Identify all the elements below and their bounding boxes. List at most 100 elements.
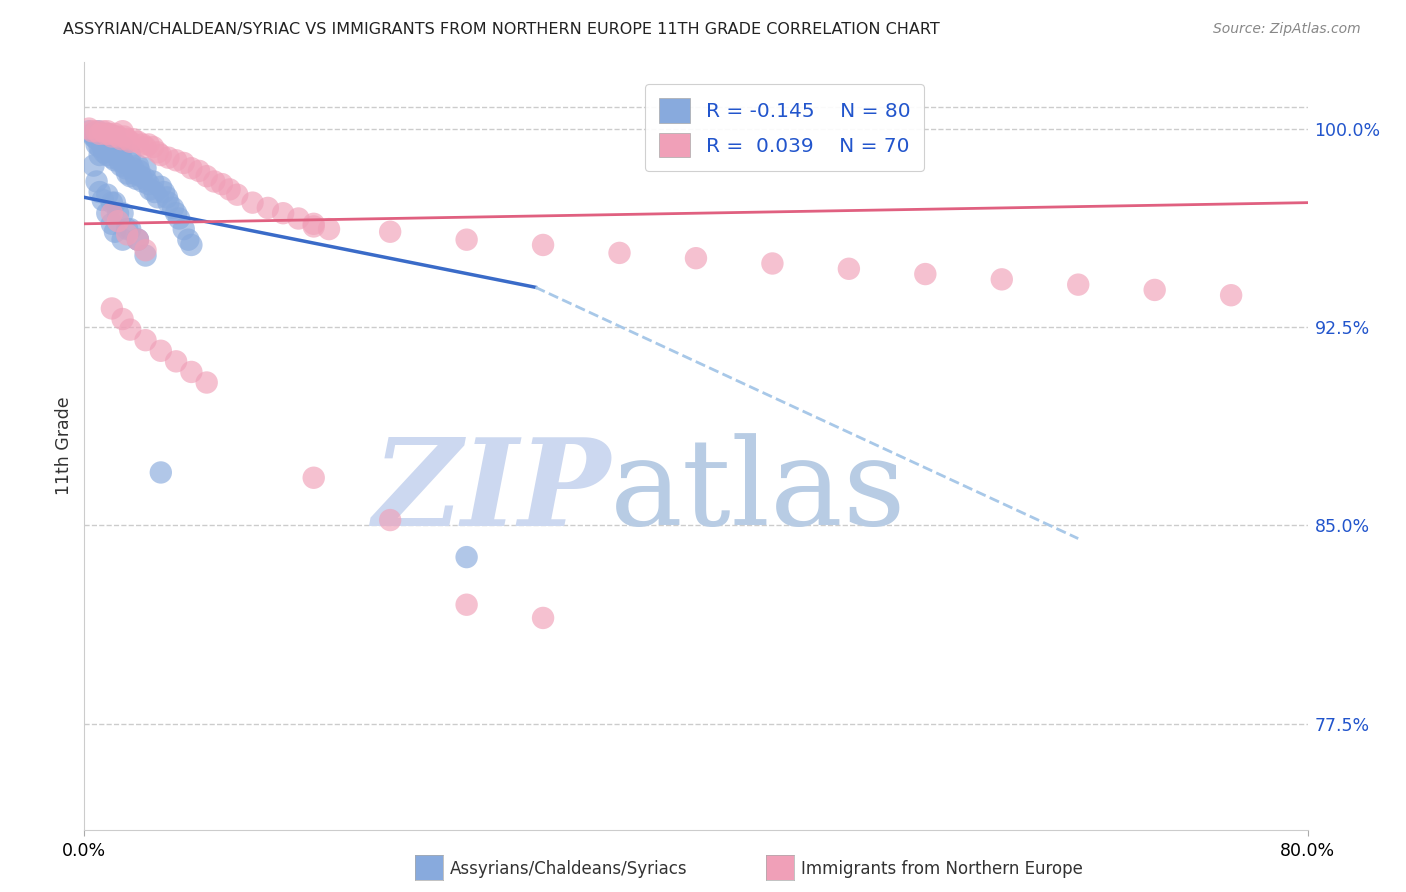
Text: atlas: atlas — [610, 434, 907, 550]
Point — [165, 153, 187, 168]
Point — [89, 127, 111, 141]
Point — [107, 206, 129, 220]
Point — [165, 354, 187, 368]
Point — [165, 206, 187, 220]
Point — [1143, 283, 1166, 297]
Point — [120, 156, 142, 170]
Point — [162, 201, 184, 215]
Point — [120, 222, 142, 236]
Point — [180, 238, 202, 252]
Point — [77, 121, 100, 136]
Point — [93, 145, 115, 160]
Point — [86, 132, 108, 146]
Point — [89, 140, 111, 154]
Point — [456, 233, 478, 247]
Point — [153, 185, 176, 199]
Point — [218, 182, 240, 196]
Point — [111, 206, 134, 220]
Point — [97, 127, 120, 141]
Text: Source: ZipAtlas.com: Source: ZipAtlas.com — [1213, 22, 1361, 37]
Point — [609, 246, 631, 260]
Point — [287, 211, 309, 226]
Point — [104, 195, 127, 210]
Point — [120, 169, 142, 184]
Point — [142, 174, 165, 188]
Point — [157, 195, 180, 210]
Point — [107, 214, 129, 228]
Point — [120, 148, 142, 162]
Point — [146, 145, 169, 160]
Point — [96, 187, 118, 202]
Y-axis label: 11th Grade: 11th Grade — [55, 397, 73, 495]
Point — [87, 124, 110, 138]
Point — [135, 140, 157, 154]
Point — [685, 251, 707, 265]
Point — [456, 598, 478, 612]
Point — [101, 206, 124, 220]
Point — [127, 159, 149, 173]
Point — [96, 127, 118, 141]
Point — [146, 190, 169, 204]
Point — [104, 153, 127, 168]
Point — [83, 159, 105, 173]
Point — [105, 143, 128, 157]
Point — [135, 161, 157, 176]
Point — [173, 222, 195, 236]
Point — [122, 161, 145, 176]
Point — [380, 513, 402, 527]
Point — [188, 164, 211, 178]
Point — [110, 132, 132, 146]
Point — [94, 132, 117, 146]
Point — [456, 550, 478, 565]
Point — [149, 179, 172, 194]
Text: ZIP: ZIP — [373, 433, 610, 551]
Point — [167, 211, 190, 226]
Point — [914, 267, 936, 281]
Point — [107, 129, 129, 144]
Point — [83, 129, 105, 144]
Point — [101, 217, 124, 231]
Point — [91, 193, 114, 207]
Point — [86, 137, 108, 152]
Point — [318, 222, 340, 236]
Point — [96, 135, 118, 149]
Point — [86, 174, 108, 188]
Point — [302, 219, 325, 234]
Point — [302, 217, 325, 231]
Point — [111, 312, 134, 326]
Point — [114, 161, 136, 176]
Legend: R = -0.145    N = 80, R =  0.039    N = 70: R = -0.145 N = 80, R = 0.039 N = 70 — [645, 84, 924, 171]
Point — [91, 129, 114, 144]
Point — [1067, 277, 1090, 292]
Point — [80, 124, 103, 138]
Point — [122, 132, 145, 146]
Point — [135, 248, 157, 262]
Point — [142, 140, 165, 154]
Point — [195, 169, 218, 184]
Point — [103, 132, 125, 146]
Point — [180, 161, 202, 176]
Point — [96, 148, 118, 162]
Point — [104, 225, 127, 239]
Point — [115, 222, 138, 236]
Point — [120, 323, 142, 337]
Point — [149, 466, 172, 480]
Point — [761, 256, 783, 270]
Point — [138, 177, 160, 191]
Point — [111, 124, 134, 138]
Point — [112, 156, 135, 170]
Point — [96, 124, 118, 138]
Point — [380, 225, 402, 239]
Point — [108, 153, 131, 168]
Point — [124, 167, 146, 181]
Point — [89, 148, 111, 162]
Point — [110, 159, 132, 173]
Point — [112, 129, 135, 144]
Point — [115, 227, 138, 242]
Point — [111, 140, 134, 154]
Point — [91, 140, 114, 154]
Point — [101, 151, 124, 165]
Point — [101, 140, 124, 154]
Point — [302, 471, 325, 485]
Point — [80, 127, 103, 141]
